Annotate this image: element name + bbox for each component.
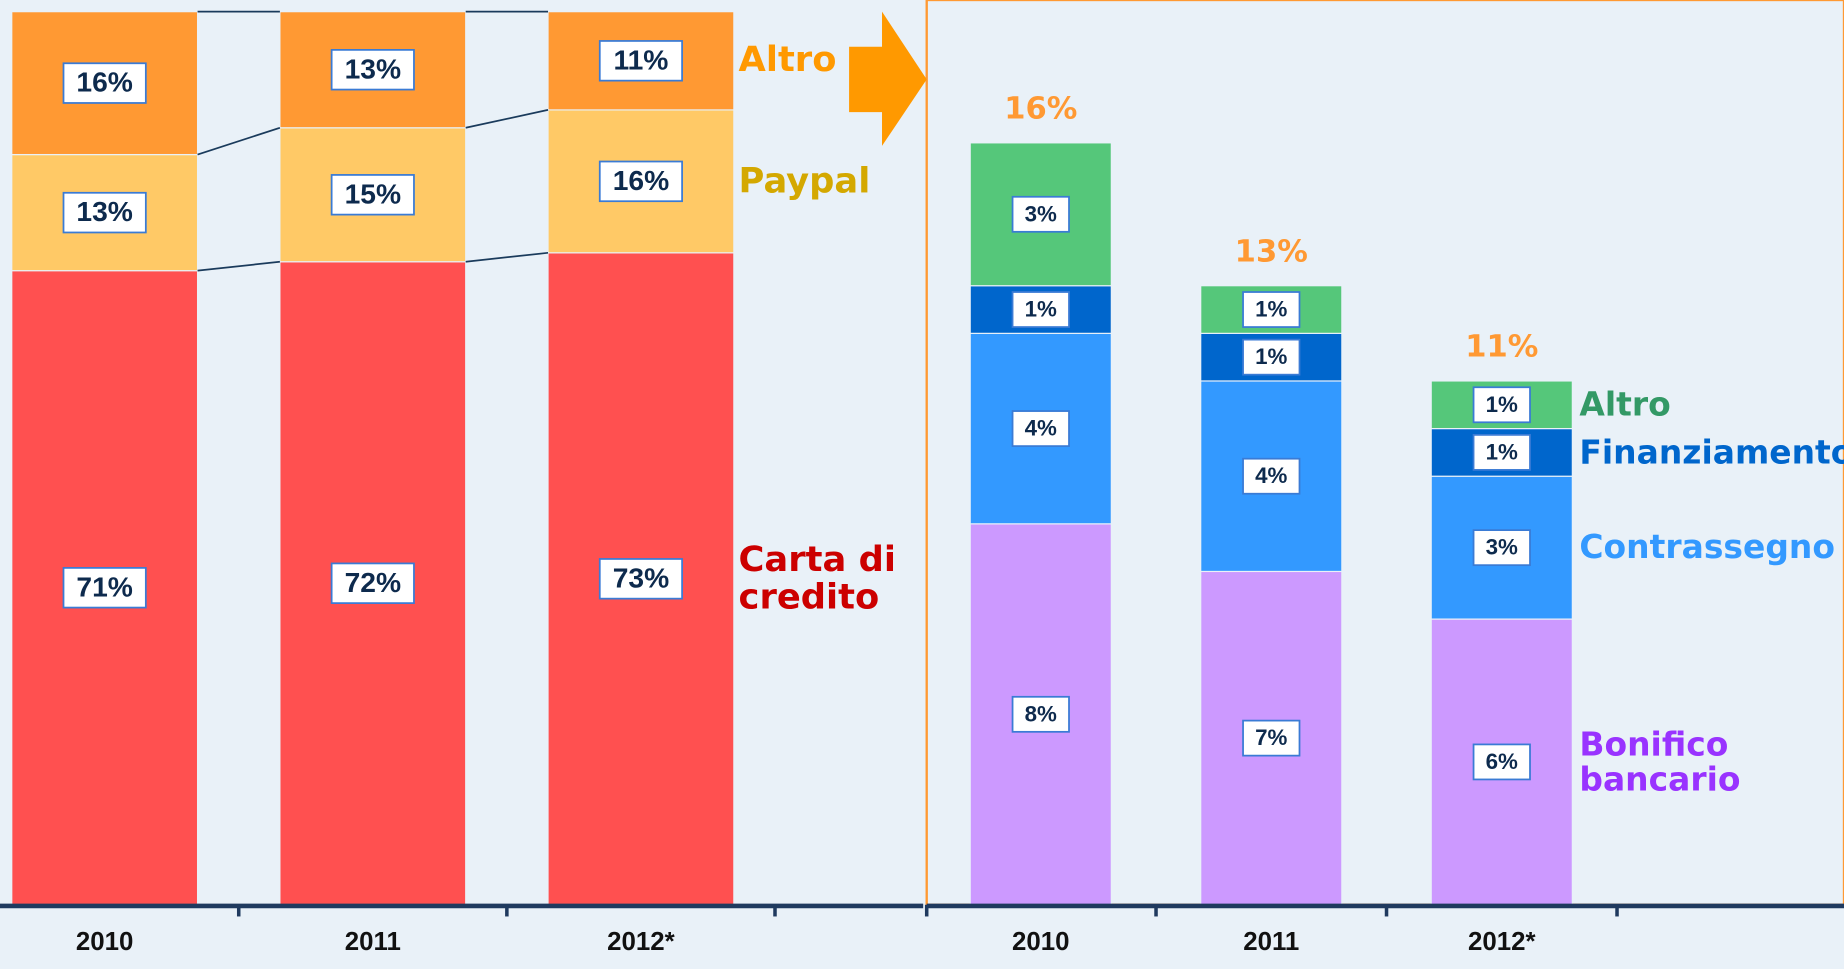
value-label-box: [598, 558, 683, 600]
value-label: 6%: [1486, 749, 1518, 774]
legend-label-box: Finanziamento: [1579, 382, 1844, 522]
value-label: 71%: [76, 571, 132, 602]
legend-label-box: Altro: [1579, 335, 1844, 475]
legend-label: Carta di credito: [738, 539, 896, 618]
connector: [465, 109, 549, 129]
value-label: 11%: [613, 44, 668, 75]
value-label-box: [1472, 434, 1531, 471]
legend-label: Contrassegno: [1579, 528, 1835, 567]
legend-label-box: Altro: [739, 0, 915, 131]
total-label: 16%: [1004, 92, 1077, 127]
value-label-box: [62, 62, 147, 104]
connector: [197, 260, 280, 272]
value-label: 1%: [1255, 297, 1287, 322]
legend-label-box: Carta di credito: [739, 509, 915, 649]
legend-wrap: Contrassegno: [1579, 478, 1844, 618]
value-label-box: [1011, 695, 1070, 733]
value-label-box: [1242, 457, 1301, 495]
value-label: 1%: [1486, 439, 1518, 464]
value-label: 4%: [1025, 416, 1057, 441]
value-label-box: [1242, 719, 1301, 757]
value-label-box: [1472, 386, 1531, 424]
value-label: 15%: [345, 178, 401, 209]
value-label: 72%: [345, 567, 401, 598]
value-label: 13%: [345, 53, 401, 84]
legend-label: Altro: [738, 40, 837, 81]
value-label-box: [1011, 291, 1070, 328]
value-label-box: [1242, 338, 1301, 376]
value-label: 16%: [76, 67, 132, 98]
x-tick-label: 2010: [1012, 928, 1070, 956]
legend-wrap: Altro: [1579, 335, 1844, 475]
value-label-box: [598, 40, 683, 82]
value-label: 4%: [1255, 463, 1287, 488]
value-label-box: [1011, 410, 1070, 447]
legend-label: Paypal: [738, 160, 871, 202]
total-label: 11%: [1465, 330, 1538, 365]
value-label: 73%: [613, 562, 669, 593]
legend-wrap: Altro: [739, 0, 915, 131]
x-tick-label: 2011: [345, 928, 401, 956]
x-tick-label: 2010: [76, 928, 134, 956]
legend-label: Bonifico bancario: [1579, 725, 1741, 799]
connector: [197, 126, 281, 156]
legend-label-box: Contrassegno: [1579, 478, 1844, 618]
value-label-box: [1011, 195, 1070, 233]
legend-wrap: Paypal: [739, 111, 915, 251]
legend-label: Altro: [1579, 385, 1671, 424]
value-label: 8%: [1025, 701, 1057, 726]
connector: [465, 251, 549, 263]
value-label-box: [330, 174, 415, 216]
legend-wrap: Finanziamento: [1579, 382, 1844, 522]
value-label: 13%: [76, 196, 132, 227]
x-tick-label: 2012*: [1468, 928, 1536, 956]
value-label: 3%: [1025, 201, 1057, 226]
arrow: [849, 11, 927, 146]
legend-label-box: Paypal: [739, 111, 915, 251]
value-label-box: [598, 160, 683, 203]
value-label: 1%: [1255, 344, 1287, 369]
value-label-box: [1472, 743, 1531, 781]
legend-wrap: Carta di credito: [739, 509, 915, 649]
x-tick-label: 2012*: [607, 928, 675, 956]
value-label-box: [62, 191, 147, 234]
value-label: 7%: [1255, 725, 1287, 750]
value-label: 16%: [613, 165, 669, 196]
legend-label-box: Bonifico bancario: [1579, 692, 1844, 832]
value-label-box: [330, 562, 415, 604]
value-label-box: [1472, 529, 1531, 567]
value-label-box: [1242, 291, 1301, 328]
legend-label: Finanziamento: [1579, 432, 1844, 472]
x-tick-label: 2011: [1243, 928, 1299, 956]
value-label: 1%: [1486, 392, 1518, 417]
value-label-box: [330, 49, 415, 91]
legend-wrap: Bonifico bancario: [1579, 692, 1844, 832]
value-label: 3%: [1486, 535, 1518, 560]
total-label: 13%: [1235, 235, 1308, 270]
value-label-box: [62, 567, 147, 609]
value-label: 1%: [1025, 297, 1057, 322]
